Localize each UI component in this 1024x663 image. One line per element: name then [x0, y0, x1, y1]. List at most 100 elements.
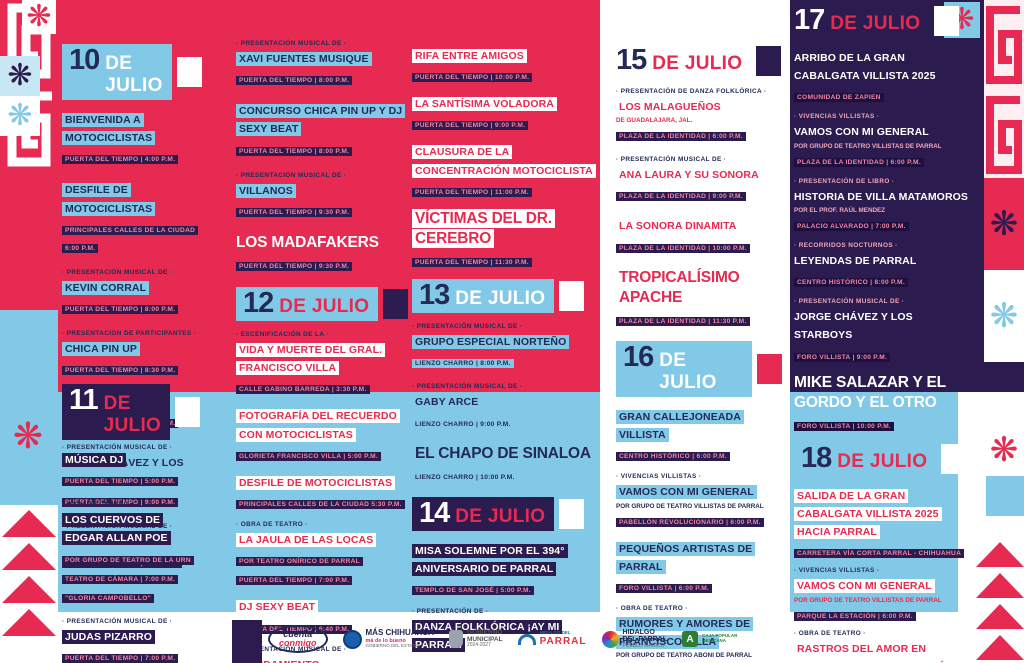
event: · ESCENIFICACIÓN DE LA · VIDA Y MUERTE DE…	[236, 331, 412, 396]
event-title: CHICA PIN UP	[62, 342, 140, 357]
event-title: ANA LAURA Y SU SONORA	[616, 168, 762, 183]
event-title: VAMOS CON MI GENERAL	[794, 579, 935, 594]
event-category: · VIVENCIAS VILLISTAS ·	[616, 473, 702, 481]
event: · PRESENTACIÓN DE PARTICIPANTES · CHICA P…	[62, 330, 200, 377]
event: MIKE SALAZAR Y EL GORDO Y EL OTRO FORO VI…	[794, 373, 970, 433]
event-subtitle: POR GRUPO DE TEATRO VILLISTAS DE PARRAL	[794, 596, 942, 604]
event-category: · PRESENTACIÓN MUSICAL DE ·	[412, 383, 523, 391]
event-venue-wrap: PUERTA DEL TIEMPO | 9:00 P.M.	[412, 114, 600, 132]
event-venue-wrap: "GLORIA CAMPOBELLO"	[62, 587, 200, 605]
event-venue: CALLE GABINO BARREDA | 3:30 P.M.	[236, 385, 370, 395]
event: SALIDA DE LA GRAN CABALGATA VILLISTA 202…	[794, 486, 970, 561]
event-venue-wrap: TEATRO DE CÁMARA | 7:00 P.M.	[62, 568, 200, 586]
event-venue: PUERTA DEL TIEMPO | 11:00 P.M.	[412, 187, 532, 197]
event-title-wrap: VAMOS CON MI GENERAL	[794, 122, 970, 140]
date-header-12: 12 DE JULIO	[236, 287, 412, 322]
event-title: HISTORIA DE VILLA MATAMOROS	[794, 190, 969, 203]
date-bar: 13 DE JULIO	[412, 279, 555, 314]
event-title-wrap: HISTORIA DE VILLA MATAMOROS	[794, 187, 970, 205]
event-venue: GLORIETA FRANCISCO VILLA | 5:00 P.M.	[236, 451, 382, 461]
star-tile-icon: ❋	[984, 178, 1024, 270]
event-title: LA JAULA DE LAS LOCAS	[236, 533, 377, 548]
section-july-17: 17 DE JULIO ARRIBO DE LA GRAN CABALGATA VI…	[794, 4, 970, 433]
event-venue-wrap: PUERTA DEL TIEMPO | 7:00 P.M.	[62, 647, 200, 663]
event-venue-wrap: POR GRUPO DE TEATRO DE LA URN	[62, 549, 200, 567]
event: VÍCTIMAS DEL DR. CEREBRO PUERTA DEL TIEMP…	[412, 208, 600, 269]
date-number: 16	[623, 340, 654, 373]
logo-text: MÁS CHIHUAHUA	[365, 628, 434, 638]
event-venue: PUERTA DEL TIEMPO | 10:00 P.M.	[412, 73, 533, 83]
caja-popular-icon: A	[682, 631, 698, 647]
date-block-icon	[383, 289, 409, 320]
date-month: DE JULIO	[455, 288, 546, 310]
event-category: · PRESENTACIÓN DE PARTICIPANTES ·	[62, 330, 197, 338]
event-title-wrap: VÍCTIMAS DEL DR. CEREBRO	[412, 208, 600, 249]
event: · PRESENTACIÓN MUSICAL DE · JUDAS PIZARRO…	[62, 618, 200, 663]
event-title-wrap: JUDAS PIZARRO	[62, 627, 200, 645]
event-venue: PUERTA DEL TIEMPO | 11:30 P.M.	[412, 258, 532, 268]
event-category: · PRESENTACIÓN MUSICAL DE ·	[616, 156, 727, 164]
event: ARRIBO DE LA GRAN CABALGATA VILLISTA 202…	[794, 48, 970, 104]
event: · PRESENTACIÓN MUSICAL DE · GABY ARCE LIEN…	[412, 383, 600, 430]
section-july-14: 14 DE JULIO MISA SOLEMNE POR EL 394° ANIVE…	[412, 496, 600, 663]
event-venue-wrap: PUERTA DEL TIEMPO | 4:00 P.M.	[62, 148, 200, 166]
event-venue-wrap: PLAZA DE LA IDENTIDAD | 10:00 P.M.	[616, 237, 782, 255]
blue-square-tile	[986, 476, 1024, 516]
event-category: · RECORRIDOS NOCTURNOS ·	[794, 241, 898, 249]
column-july-10-12: · PRESENTACIÓN MUSICAL DE · XAVI FUENTES …	[236, 40, 412, 663]
event-title: RASTROS DEL AMOR EN TIEMPOS DE LA REVOLU…	[794, 641, 957, 663]
event-title-wrap: TROPICALÍSIMO APACHE	[616, 267, 782, 308]
event-title: ARRIBO DE LA GRAN CABALGATA VILLISTA 202…	[794, 52, 936, 83]
event: · PRESENTACIÓN MUSICAL DE · XAVI FUENTES …	[236, 40, 412, 87]
event-venue-wrap: FORO VILLISTA | 6:00 P.M.	[616, 577, 782, 595]
event-venue-wrap: PUERTA DEL TIEMPO | 9:30 P.M.	[236, 201, 412, 219]
date-block-icon	[175, 397, 201, 427]
event-title-wrap: VAMOS CON MI GENERAL	[794, 576, 970, 594]
event-venue: TEATRO DE CÁMARA | 7:00 P.M.	[62, 574, 179, 584]
crest-icon	[448, 630, 463, 648]
event-title: CLAUSURA DE LA CONCENTRACIÓN MOTOCICLIST…	[412, 145, 596, 178]
event-venue: PRINCIPALES CALLES DE LA CIUDAD 5:30 P.M…	[236, 500, 405, 510]
section-july-18: 18 DE JULIO SALIDA DE LA GRAN CABALGATA VI…	[794, 441, 970, 663]
event-venue: PLAZA DE LA IDENTIDAD | 6:00 P.M.	[794, 157, 924, 167]
event-venue-wrap: GLORIETA FRANCISCO VILLA | 5:00 P.M.	[236, 445, 412, 463]
column-july-11: 11 DE JULIO MÚSICA DJ PUERTA DEL TIEMPO | 5…	[62, 384, 201, 663]
event-title: CONCURSO CHICA PIN UP Y DJ SEXY BEAT	[236, 104, 406, 137]
event-title-wrap: CONCURSO CHICA PIN UP Y DJ SEXY BEAT	[236, 101, 412, 137]
event-venue-wrap: LIENZO CHARRO | 9:00 P.M.	[412, 413, 600, 431]
event-title-wrap: PEQUEÑOS ARTISTAS DE PARRAL	[616, 539, 782, 575]
greca-spiral-right	[984, 0, 1024, 178]
event-category: · PRESENTACIÓN DE LIBRO ·	[794, 177, 895, 185]
date-number: 12	[243, 287, 274, 320]
section-july-11: 11 DE JULIO MÚSICA DJ PUERTA DEL TIEMPO | 5…	[62, 384, 201, 663]
event-subtitle: POR EL PROF. RAÚL MENDEZ	[794, 206, 886, 214]
event-venue: POR GRUPO DE TEATRO DE LA URN	[62, 555, 194, 565]
event-venue: PUERTA DEL TIEMPO | 8:30 P.M.	[62, 366, 179, 376]
event-venue-wrap: PUERTA DEL TIEMPO | 8:00 P.M.	[236, 69, 412, 87]
event-venue-wrap: CARRETERA VÍA CORTA PARRAL - CHIHUAHUA	[794, 542, 970, 560]
event-title-wrap: LEYENDAS DE PARRAL	[794, 251, 970, 269]
event: BIENVENIDA A MOTOCICLISTAS PUERTA DEL TIE…	[62, 110, 200, 166]
date-block-icon	[559, 498, 585, 529]
event: · RECORRIDOS NOCTURNOS · LEYENDAS DE PARR…	[794, 242, 970, 289]
date-bar: 11 DE JULIO	[62, 384, 171, 440]
event: RIFA ENTRE AMIGOS PUERTA DEL TIEMPO | 10:…	[412, 46, 600, 84]
event: · PRESENTACIÓN DE LIBRO · HISTORIA DE VIL…	[794, 178, 970, 233]
date-header-16: 16 DE JULIO	[616, 340, 782, 397]
event: · PRESENTACIÓN MUSICAL DE · KEVIN CORRAL P…	[62, 269, 200, 316]
speech-bubble-icon: cuenta conmigo	[268, 625, 328, 653]
event: MÚSICA DJ PUERTA DEL TIEMPO | 5:00 P.M.	[62, 450, 200, 488]
event: · VIVENCIAS VILLISTAS · VAMOS CON MI GENE…	[794, 113, 970, 168]
event-title: LA SONORA DINAMITA	[616, 219, 740, 234]
star-tile-icon: ❋	[0, 56, 40, 96]
caja-popular-logo: A CAJA POPULAR MEXICANA	[682, 631, 737, 647]
date-header-18: 18 DE JULIO	[794, 441, 970, 476]
event-venue: TEMPLO DE SAN JOSÉ | 5:00 P.M.	[412, 586, 534, 596]
date-block-icon	[176, 57, 202, 87]
date-month: DE JULIO	[455, 505, 546, 527]
date-header-10: 10 DE JULIO	[62, 44, 202, 100]
logo-text: 2024-2027	[466, 642, 491, 649]
event-title: FOTOGRAFÍA DEL RECUERDO CON MOTOCICLISTA…	[236, 409, 400, 442]
section-continued: · PRESENTACIÓN MUSICAL DE · XAVI FUENTES …	[236, 40, 412, 273]
event-title-wrap: VIDA Y MUERTE DEL GRAL. FRANCISCO VILLA	[236, 340, 412, 376]
